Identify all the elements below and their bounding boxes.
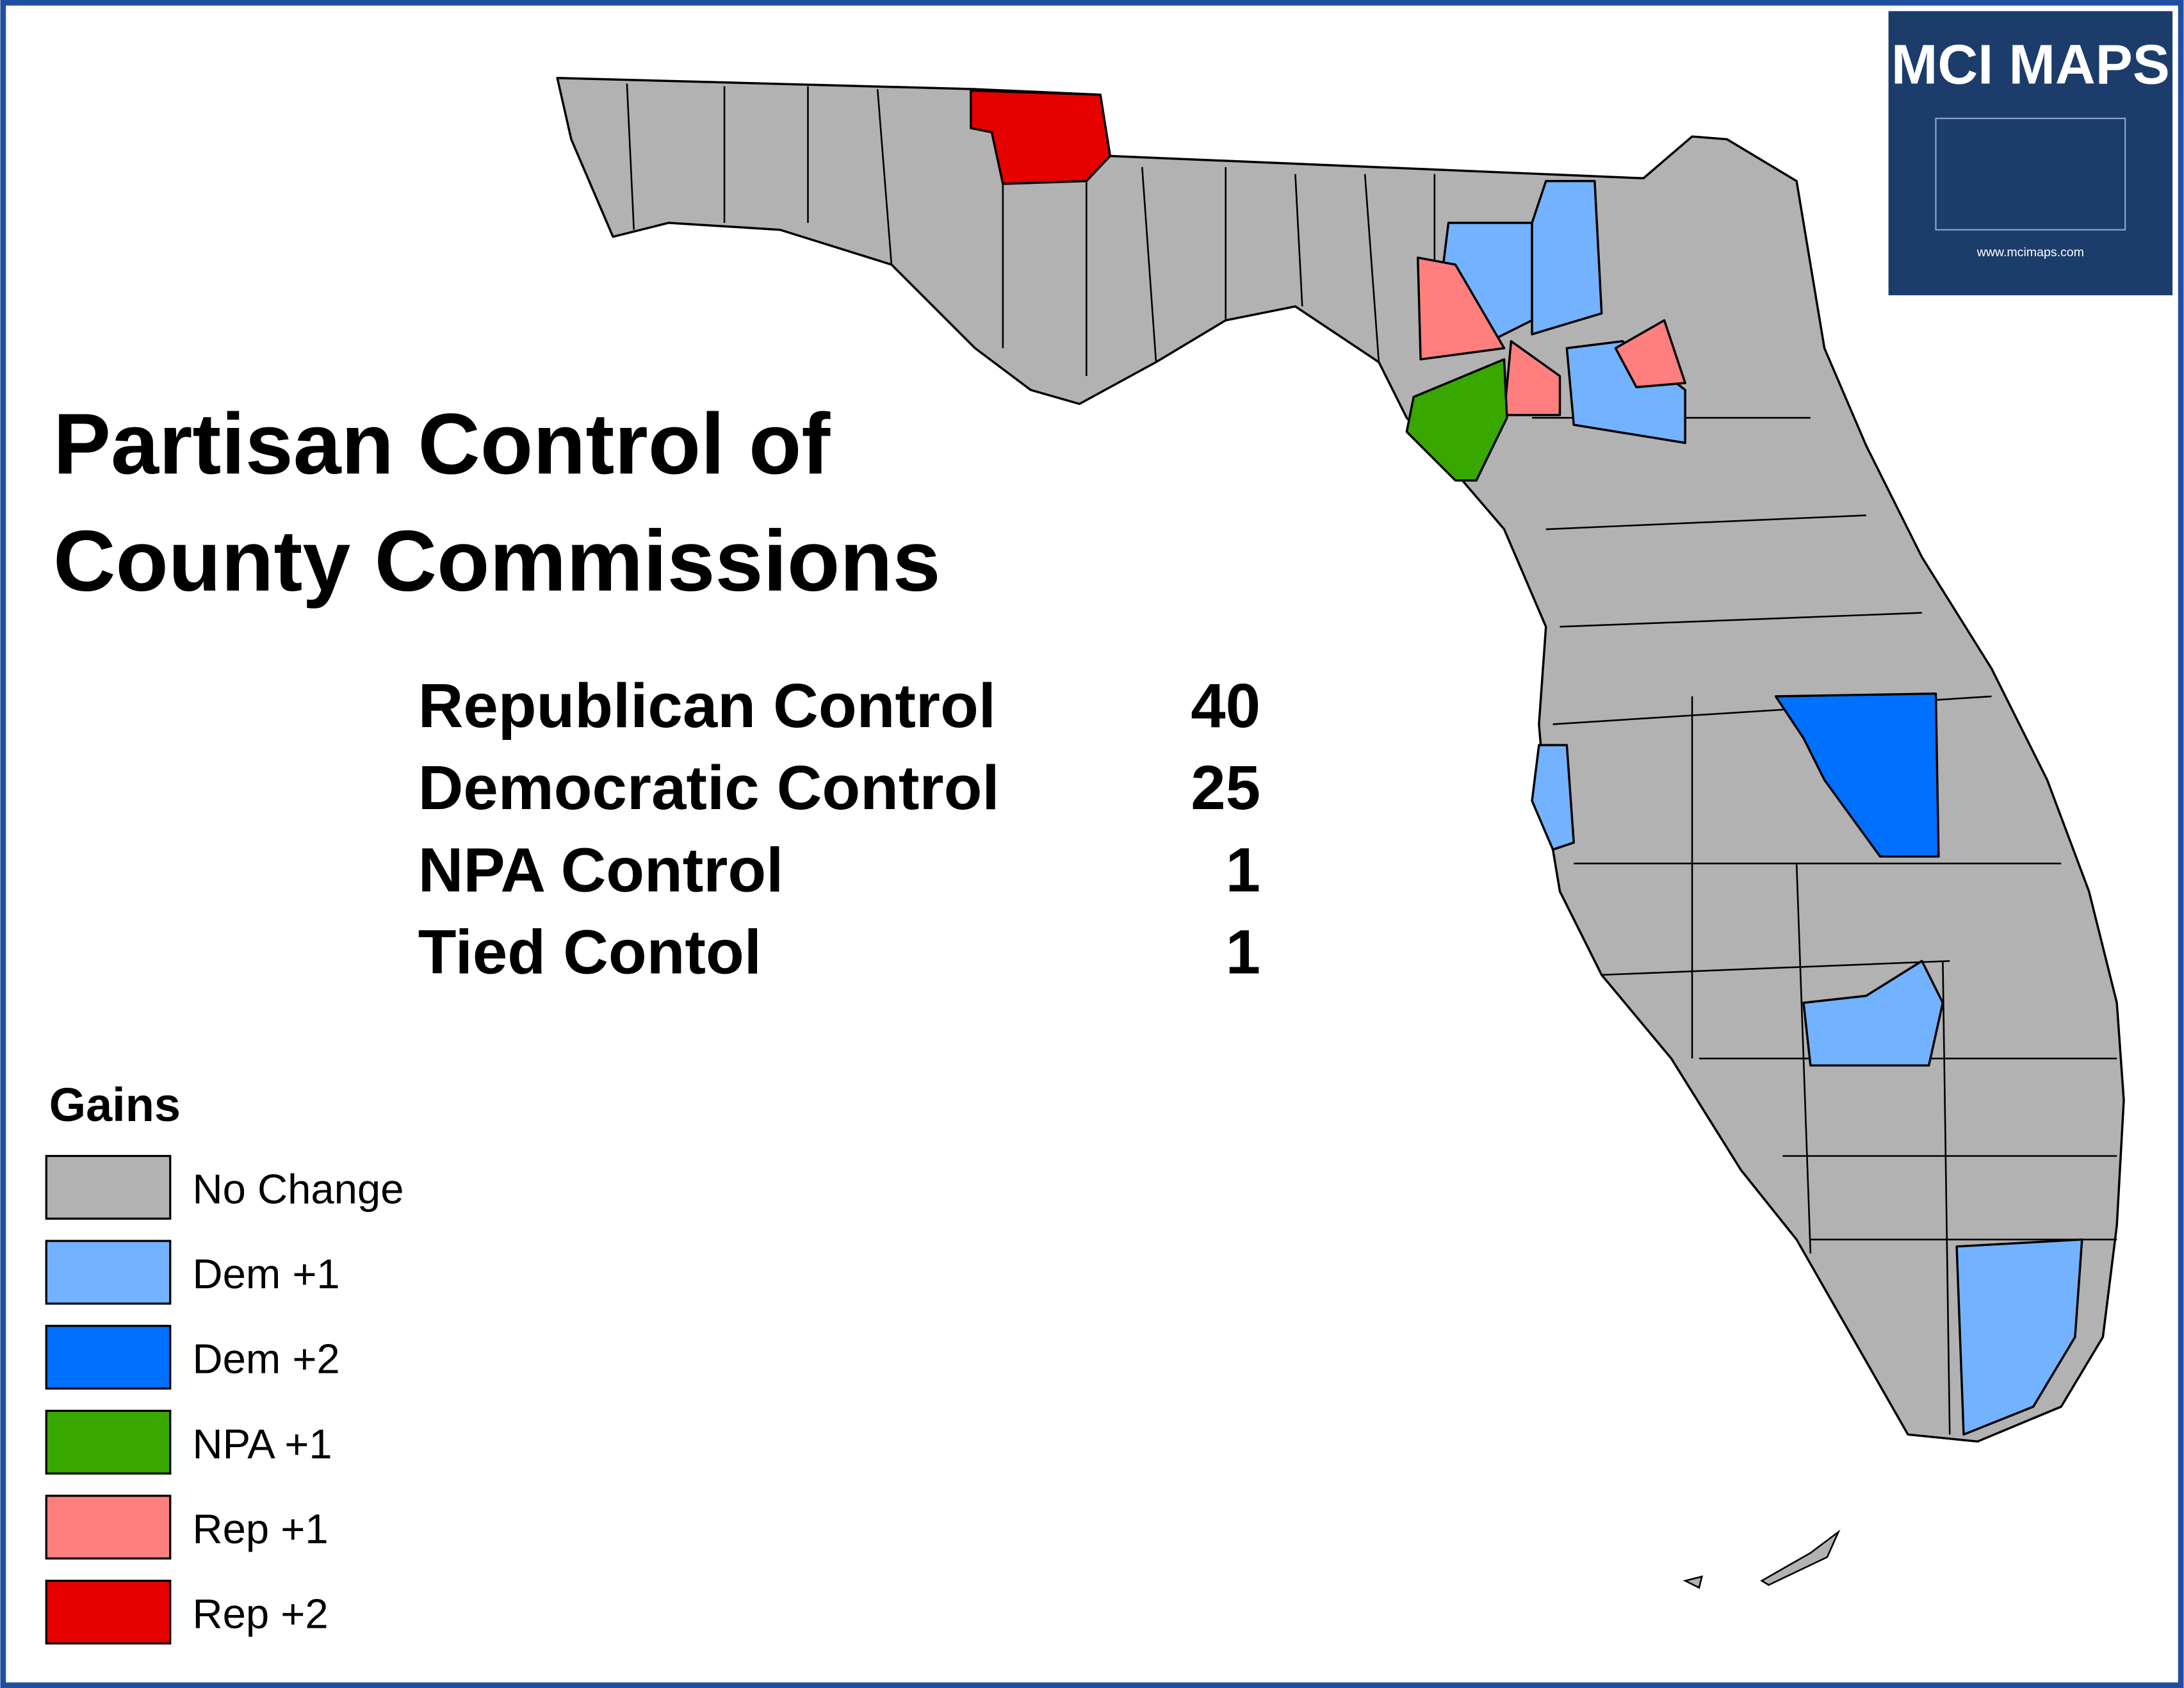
county	[1802, 960, 1944, 1067]
county	[1416, 256, 1506, 361]
legend-title: Gains	[49, 1078, 181, 1131]
county	[1531, 179, 1603, 336]
logo-usa-map	[1935, 117, 2126, 231]
summary-label: Democratic Control	[418, 752, 1000, 823]
legend-label: NPA +1	[193, 1420, 332, 1467]
summary-count: 1	[1226, 834, 1260, 905]
legend-label: Dem +2	[193, 1336, 340, 1382]
legend-swatch	[45, 1240, 172, 1305]
summary: Republican Control 40 Democratic Control 25…	[418, 670, 1260, 987]
logo: MCI MAPS www.mcimaps.com	[1888, 11, 2173, 295]
legend-swatch	[45, 1495, 172, 1560]
logo-url: www.mcimaps.com	[1976, 245, 2084, 259]
legend-label: Rep +1	[193, 1505, 329, 1552]
summary-label: Tied Contol	[418, 917, 762, 987]
legend: No Change Dem +1 Dem +2 NPA +1 Rep +1 Rep +2	[45, 1154, 404, 1645]
county	[970, 89, 1112, 185]
summary-count: 40	[1191, 670, 1260, 741]
legend-label: Rep +2	[193, 1591, 329, 1637]
county	[1774, 692, 1940, 858]
legend-label: Dem +1	[193, 1250, 340, 1297]
legend-swatch	[45, 1325, 172, 1390]
logo-title: MCI MAPS	[1891, 33, 2170, 95]
florida-map	[556, 77, 2125, 1589]
summary-count: 1	[1226, 917, 1260, 987]
county	[1565, 340, 1686, 445]
title-line: County Commissions	[53, 512, 940, 609]
county	[1955, 1238, 2083, 1436]
keys	[1683, 1529, 1841, 1589]
county	[1614, 319, 1686, 389]
legend-swatch	[45, 1154, 172, 1220]
legend-swatch	[45, 1579, 172, 1645]
summary-label: NPA Control	[418, 834, 784, 905]
summary-label: Republican Control	[418, 670, 996, 741]
summary-count: 25	[1191, 752, 1260, 823]
legend-swatch	[45, 1409, 172, 1475]
title-line: Partisan Control of	[53, 395, 831, 492]
county	[1405, 358, 1508, 482]
legend-label: No Change	[193, 1165, 404, 1212]
county	[1531, 744, 1575, 851]
county	[556, 77, 2125, 1443]
